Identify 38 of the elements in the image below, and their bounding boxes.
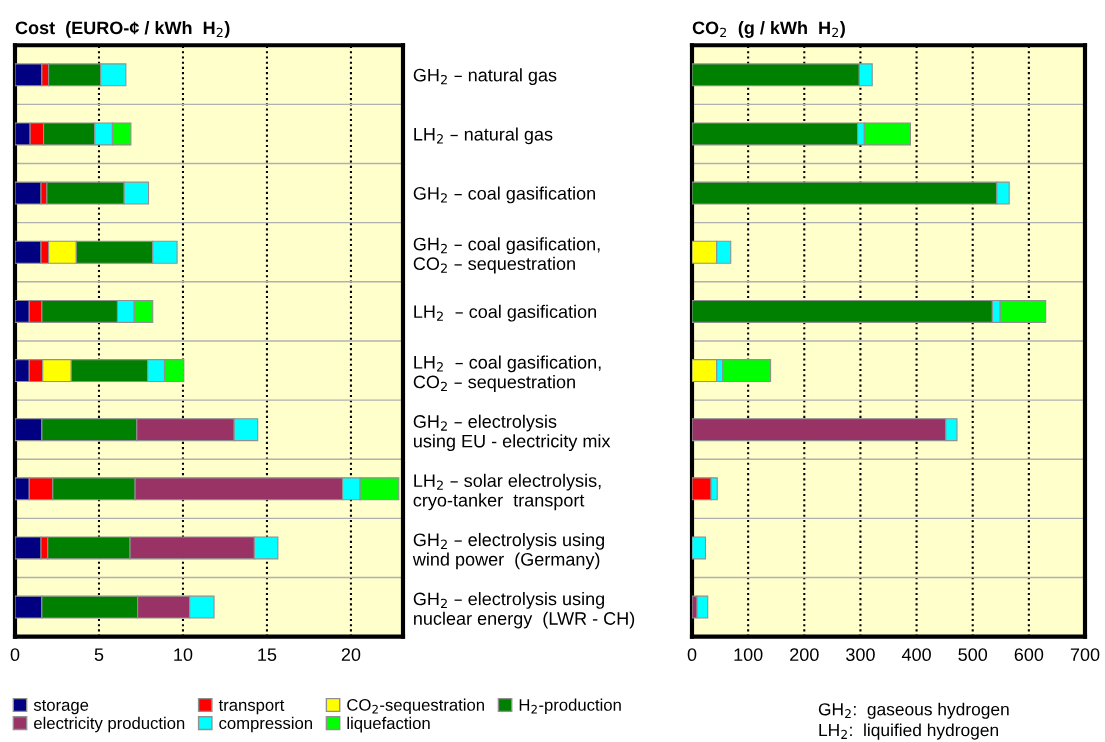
x-tick-label: 700 (1070, 648, 1100, 662)
legend-label: CO$_{2}$-sequestration (347, 698, 484, 715)
chart-title: CO$_{2}$ (g / kWh H$_{2}$) (692, 20, 845, 38)
x-tick-label: 0 (687, 648, 697, 662)
x-tick-label: 20 (341, 648, 361, 662)
x-tick-label: 200 (790, 648, 819, 662)
legend-label: storage (33, 699, 89, 715)
legend-label: compression (219, 716, 312, 733)
y-tick-label: LH$_{2}$ – solar electrolysis, cryo-tanker transport (413, 473, 601, 511)
y-tick-label: LH$_{2}$ – natural gas (414, 127, 553, 145)
y-tick-label: GH$_{2}$ – coal gasification, CO$_{2}$ – sequestration (413, 237, 600, 274)
y-tick-label: GH$_{2}$ – coal gasification (413, 186, 595, 204)
x-tick-label: 300 (846, 648, 875, 662)
y-tick-label: GH$_{2}$ – electrolysis using EU - electricity mix (413, 414, 611, 452)
x-tick-label: 5 (94, 648, 104, 662)
x-tick-label: 10 (174, 648, 193, 662)
x-tick-label: 100 (734, 648, 763, 662)
y-tick-label: GH$_{2}$ – electrolysis using nuclear energy (LWR - CH) (413, 592, 635, 629)
text: LH$_{2}$: liquified hydrogen (819, 723, 998, 740)
y-tick-label: LH$_{2}$ – coal gasification (414, 304, 596, 322)
legend-label: transport (218, 699, 285, 715)
bar (692, 536, 707, 560)
y-tick-label: GH$_{2}$ – electrolysis using wind power (Germany) (412, 532, 604, 570)
bar (696, 595, 709, 619)
x-tick-label: 15 (258, 648, 277, 662)
legend-label: H$_{2}$-production (519, 698, 621, 715)
x-tick-label: 0 (10, 648, 20, 662)
legend-label: electricity production (34, 716, 185, 733)
chart-title: Cost (EURO-¢ / kWh H$_{2}$) (15, 20, 230, 38)
text: GH$_{2}$: gaseous hydrogen (818, 702, 1009, 719)
legend-label: liquefaction (347, 716, 430, 733)
x-tick-label: 400 (901, 648, 931, 662)
y-tick-label: LH$_{2}$ – coal gasification, CO$_{2}$ – sequestration (413, 355, 601, 392)
x-tick-label: 500 (958, 648, 988, 662)
y-tick-label: GH$_{2}$ – natural gas (413, 68, 557, 86)
bar (692, 359, 718, 383)
bar (15, 181, 42, 205)
x-tick-label: 600 (1014, 648, 1044, 662)
